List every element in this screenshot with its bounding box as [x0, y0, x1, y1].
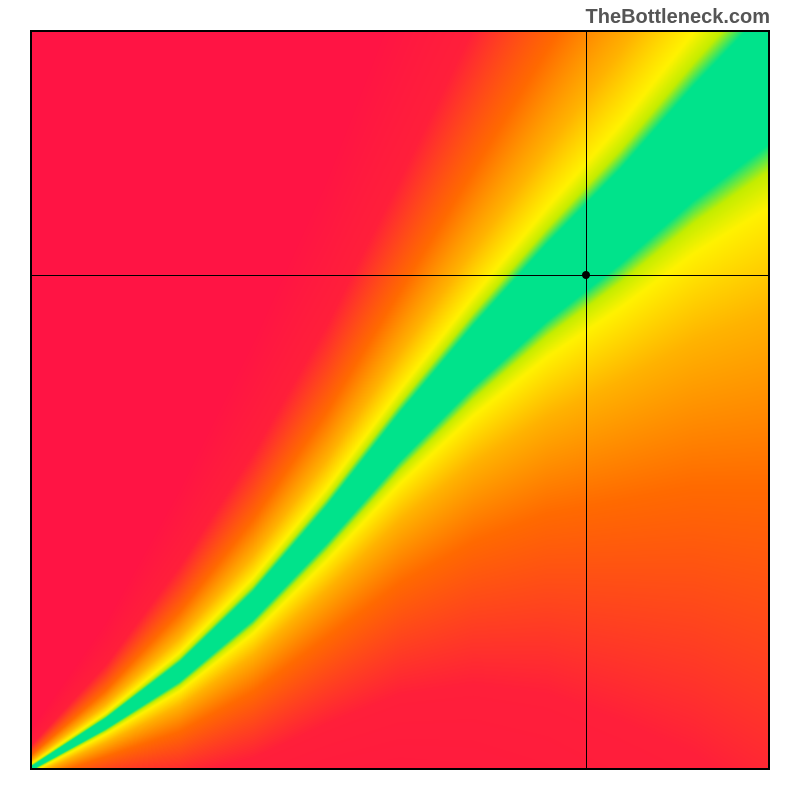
- heatmap-canvas: [32, 32, 768, 768]
- watermark-text: TheBottleneck.com: [586, 6, 770, 29]
- crosshair-horizontal: [32, 275, 768, 276]
- bottleneck-heatmap: [30, 30, 770, 770]
- crosshair-vertical: [586, 32, 587, 768]
- crosshair-marker-dot: [582, 271, 590, 279]
